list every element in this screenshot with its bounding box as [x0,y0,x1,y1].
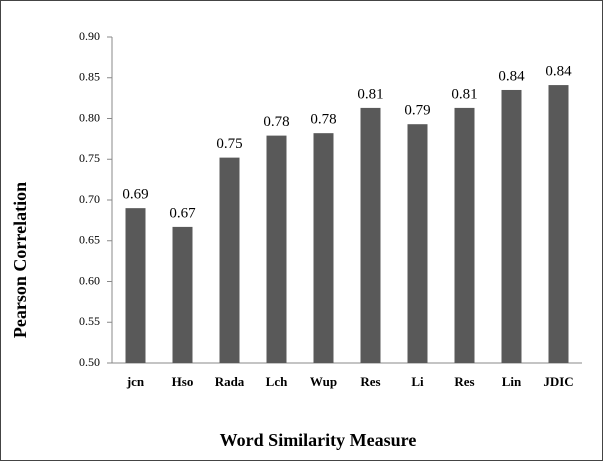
y-tick-label: 0.65 [79,233,100,247]
bar [454,107,475,363]
data-label: 0.67 [169,205,196,221]
data-label: 0.69 [122,187,148,203]
x-tick-label: Lin [502,374,522,389]
data-label: 0.84 [545,64,572,80]
x-axis-title: Word Similarity Measure [220,430,417,450]
y-tick-label: 0.80 [79,110,100,124]
bar [501,89,522,363]
bar [407,124,428,363]
data-label: 0.84 [498,68,525,84]
x-tick-label: Lch [266,374,288,389]
y-tick-label: 0.60 [79,273,100,287]
x-tick-label: jcn [126,374,145,389]
data-label: 0.81 [451,86,477,102]
y-tick-label: 0.90 [79,29,100,43]
y-axis-title: Pearson Correlation [10,182,30,338]
bar [219,157,240,363]
x-tick-label: Li [411,374,424,389]
data-label: 0.75 [216,136,242,152]
y-tick-label: 0.75 [79,151,100,165]
bar [266,135,287,363]
x-tick-label: Res [454,374,474,389]
y-tick-label: 0.50 [79,355,100,369]
bar [360,107,381,363]
bar [548,85,569,364]
x-tick-label: JDIC [543,374,573,389]
y-tick-label: 0.55 [79,314,100,328]
data-label: 0.78 [310,112,336,128]
y-tick-label: 0.85 [79,70,100,84]
data-label: 0.79 [404,103,430,119]
x-tick-label: Wup [310,374,337,389]
bar [125,208,146,363]
x-tick-label: Res [360,374,380,389]
bar [172,226,193,363]
data-label: 0.81 [357,86,383,102]
data-label: 0.78 [263,114,289,130]
x-tick-label: Hso [172,374,194,389]
x-tick-label: Rada [215,374,245,389]
y-tick-label: 0.70 [79,192,100,206]
bar [313,133,334,363]
